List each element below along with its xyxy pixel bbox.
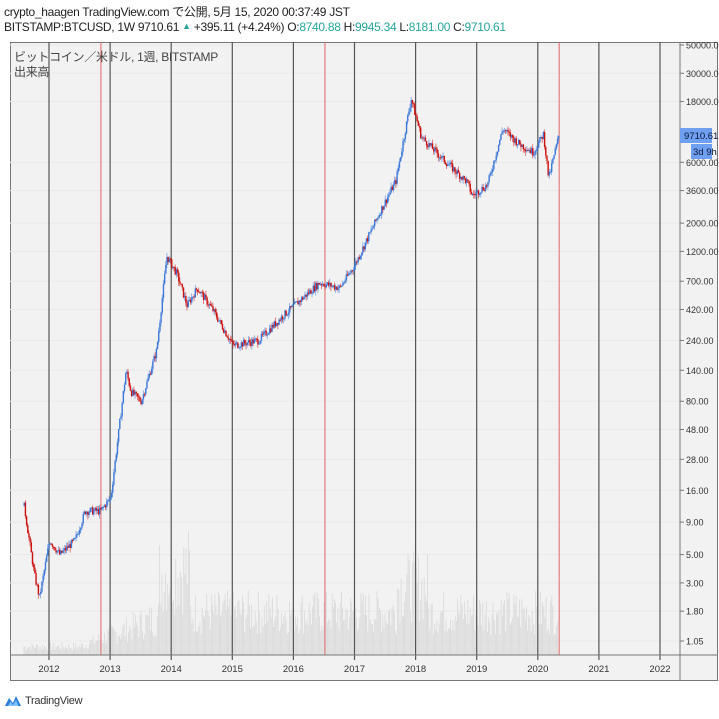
year-tick-label: 2021 [588,664,609,675]
year-tick-label: 2013 [100,664,121,675]
price-tick-label: 3600.00 [686,186,719,196]
year-tick-label: 2015 [222,664,243,675]
chart-legend: ビットコイン／米ドル, 1週, BITSTAMP 出来高 [14,50,218,80]
price-tick-label: 9.00 [686,518,704,528]
year-tick-label: 2018 [405,664,426,675]
year-tick-label: 2022 [649,664,670,675]
tradingview-logo-icon [5,696,21,706]
open-value: 8740.88 [299,20,341,34]
high-label: H: [343,20,356,34]
year-tick-label: 2019 [466,664,487,675]
tradingview-logo[interactable]: TradingView [4,694,83,707]
price-tick-label: 240.00 [686,336,714,346]
last-price-badge: 9710.61 3d 9h [680,128,718,159]
time-axis[interactable]: 2012 2013 2014 2015 2016 2017 2018 2019 2020 2021… [38,664,670,675]
last-price-badge-text: 9710.61 [684,131,718,142]
price-tick-label: 30000.00 [686,69,719,79]
price-tick-label: 50000.00 [686,41,719,51]
tradingview-brand: TradingView [25,694,83,707]
year-tick-label: 2016 [283,664,304,675]
up-arrow-icon: ▲ [182,21,191,31]
chart-frame[interactable] [10,42,718,681]
price-tick-label: 16.00 [686,486,709,496]
low-value: 8181.00 [408,20,451,34]
price-tick-label: 700.00 [686,277,714,287]
price-tick-label: 3.00 [686,578,704,588]
price-candles [23,96,560,599]
horizontal-gridlines [10,44,680,642]
year-gridlines [48,42,661,660]
year-tick-label: 2020 [527,664,548,675]
volume-title: 出来高 [14,65,50,79]
last-price: 9710.61 [137,20,180,34]
published-info: crypto_haagen TradingView.com で公開, 5月 15… [4,5,350,19]
price-tick-label: 1200.00 [686,247,719,257]
price-tick-label: 1.05 [686,637,704,647]
countdown-badge [691,144,712,159]
volume-bars [23,531,558,655]
low-label: L: [399,20,409,34]
price-tick-label: 1.80 [686,607,704,617]
price-tick-label: 80.00 [686,397,709,407]
price-tick-label: 28.00 [686,455,709,465]
price-axis[interactable]: 50000.00 30000.00 18000.00 6000.00 3600.00 20… [680,41,719,647]
year-tick-label: 2014 [161,664,182,675]
year-tick-label: 2017 [344,664,365,675]
price-tick-label: 140.00 [686,366,714,376]
close-label: C: [453,20,465,34]
price-tick-label: 5.00 [686,550,704,560]
symbol-ohlc-line: BITSTAMP:BTCUSD, 1W 9710.61 ▲ +395.11 (+… [4,20,506,34]
series-title: ビットコイン／米ドル, 1週, BITSTAMP [14,50,218,64]
price-tick-label: 420.00 [686,305,714,315]
high-value: 9945.34 [355,20,397,34]
countdown-badge-text: 3d 9h [693,147,717,158]
price-tick-label: 2000.00 [686,219,719,229]
close-value: 9710.61 [464,20,507,34]
price-tick-label: 18000.00 [686,97,719,107]
price-tick-label: 6000.00 [686,158,719,168]
open-label: O: [287,20,300,34]
symbol: BITSTAMP:BTCUSD, 1W [4,20,135,34]
year-tick-label: 2012 [38,664,59,675]
price-change: +395.11 (+4.24%) [193,20,285,34]
halving-markers [100,42,560,655]
price-tick-label: 48.00 [686,425,709,435]
